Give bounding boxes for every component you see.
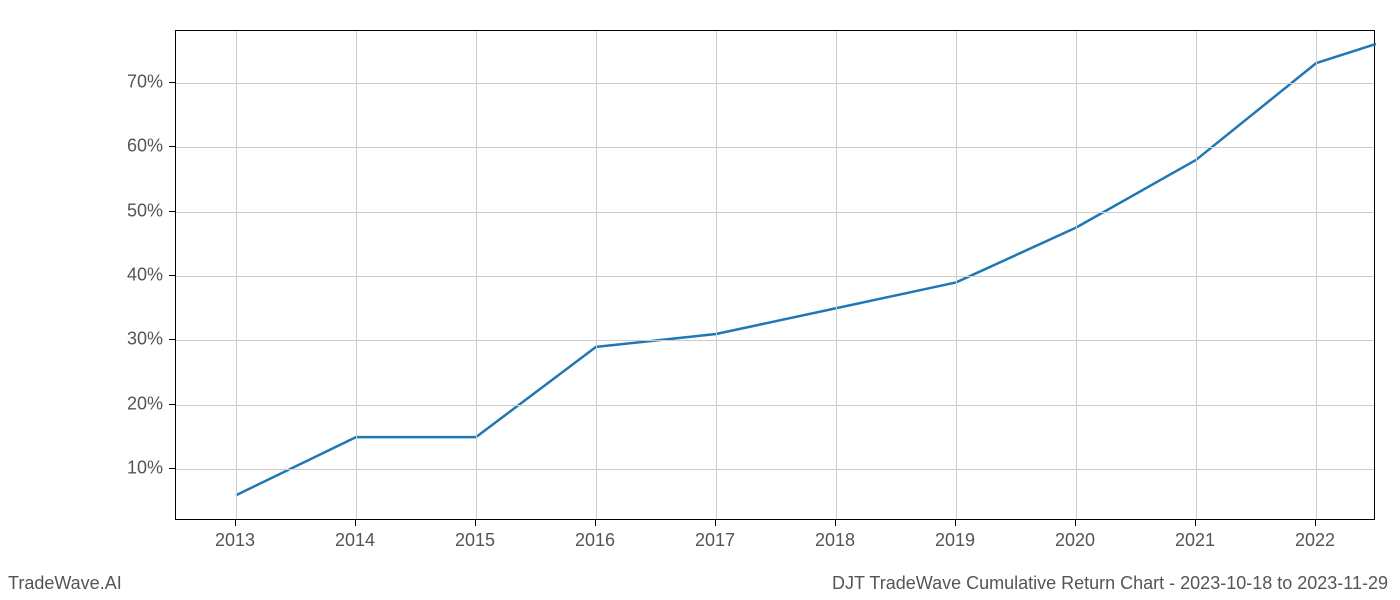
tick-mark-x	[595, 520, 596, 526]
y-tick-label: 20%	[127, 393, 163, 414]
y-tick-label: 30%	[127, 329, 163, 350]
grid-line-horizontal	[176, 147, 1374, 148]
y-tick-label: 50%	[127, 200, 163, 221]
grid-line-vertical	[956, 31, 957, 519]
x-tick-label: 2020	[1055, 530, 1095, 551]
grid-line-vertical	[596, 31, 597, 519]
tick-mark-x	[835, 520, 836, 526]
x-tick-label: 2016	[575, 530, 615, 551]
tick-mark-x	[475, 520, 476, 526]
grid-line-vertical	[716, 31, 717, 519]
tick-mark-y	[169, 275, 175, 276]
tick-mark-x	[1315, 520, 1316, 526]
grid-line-vertical	[476, 31, 477, 519]
tick-mark-y	[169, 211, 175, 212]
tick-mark-x	[1195, 520, 1196, 526]
tick-mark-x	[235, 520, 236, 526]
grid-line-vertical	[236, 31, 237, 519]
tick-mark-x	[1075, 520, 1076, 526]
grid-line-horizontal	[176, 212, 1374, 213]
grid-line-horizontal	[176, 276, 1374, 277]
y-tick-label: 70%	[127, 71, 163, 92]
tick-mark-y	[169, 82, 175, 83]
tick-mark-y	[169, 339, 175, 340]
grid-line-horizontal	[176, 405, 1374, 406]
series-line	[236, 44, 1376, 495]
x-tick-label: 2014	[335, 530, 375, 551]
grid-line-horizontal	[176, 469, 1374, 470]
x-tick-label: 2017	[695, 530, 735, 551]
x-tick-label: 2021	[1175, 530, 1215, 551]
tick-mark-x	[355, 520, 356, 526]
grid-line-vertical	[1076, 31, 1077, 519]
x-tick-label: 2022	[1295, 530, 1335, 551]
grid-line-vertical	[1316, 31, 1317, 519]
x-tick-label: 2018	[815, 530, 855, 551]
x-tick-label: 2019	[935, 530, 975, 551]
chart-container: 2013 2014 2015 2016 2017 2018 2019 2020 2021 2022…	[0, 0, 1400, 600]
tick-mark-y	[169, 468, 175, 469]
footer-right-text: DJT TradeWave Cumulative Return Chart - …	[832, 573, 1388, 594]
plot-area	[175, 30, 1375, 520]
grid-line-vertical	[1196, 31, 1197, 519]
tick-mark-x	[955, 520, 956, 526]
tick-mark-y	[169, 146, 175, 147]
y-tick-label: 60%	[127, 136, 163, 157]
y-tick-label: 40%	[127, 265, 163, 286]
grid-line-horizontal	[176, 340, 1374, 341]
grid-line-vertical	[836, 31, 837, 519]
x-tick-label: 2015	[455, 530, 495, 551]
y-tick-label: 10%	[127, 458, 163, 479]
footer-left-text: TradeWave.AI	[8, 573, 122, 594]
tick-mark-y	[169, 404, 175, 405]
grid-line-horizontal	[176, 83, 1374, 84]
grid-line-vertical	[356, 31, 357, 519]
x-tick-label: 2013	[215, 530, 255, 551]
tick-mark-x	[715, 520, 716, 526]
